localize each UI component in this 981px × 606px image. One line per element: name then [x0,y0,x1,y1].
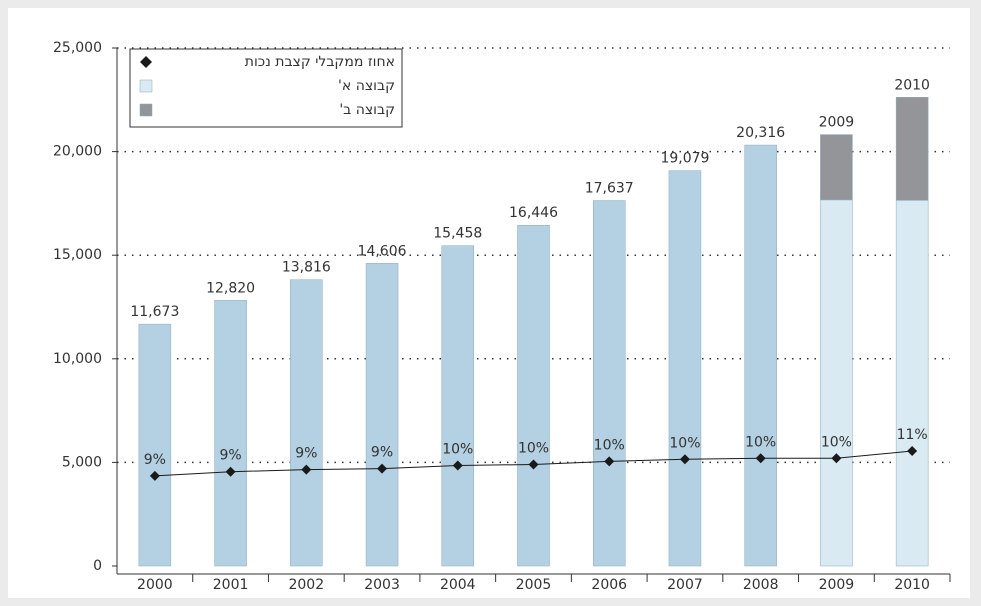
bar [441,245,475,567]
line-marker [149,470,160,481]
line-marker [907,446,918,457]
bar [517,224,550,567]
y-tick-label: 20,000 [53,144,102,160]
x-tick-label: 2005 [516,577,552,593]
line-marker [755,453,766,464]
x-tick-label: 2003 [364,577,400,593]
x-tick-label: 2010 [894,577,930,593]
line-value-label: 10% [745,434,776,450]
bar-value-label: 11,673 [130,304,179,320]
x-tick-label: 2006 [591,577,627,593]
x-tick-label: 2007 [667,577,703,593]
bar-value-label: 19,079 [660,151,709,167]
legend-box [129,48,403,128]
line-marker [679,454,690,465]
bar [820,134,853,201]
line-value-label: 11% [897,427,928,443]
x-tick-label: 2009 [819,577,855,593]
bar [820,199,853,567]
bar-value-label: 13,816 [282,260,331,276]
line-marker [452,460,463,471]
legend-swatch [139,103,153,117]
x-tick-label: 2001 [213,577,249,593]
legend-label: אחוז ממקבלי קצבת נכות [245,54,395,70]
y-tick-label: 10,000 [53,351,102,367]
line-value-label: 9% [371,445,393,461]
bar [895,97,929,201]
line-marker [528,459,539,470]
x-tick-label: 2008 [743,577,779,593]
bar [668,170,702,567]
x-tick-label: 2000 [137,577,173,593]
bar [895,200,929,567]
bar-value-label: 16,446 [509,205,558,221]
bar-value-label: 12,820 [206,280,255,296]
line-value-label: 9% [295,446,317,462]
x-tick-label: 2004 [440,577,476,593]
bar [290,279,323,567]
x-tick-label: 2002 [288,577,324,593]
line-marker [377,463,388,474]
line-marker [301,464,312,475]
bar-value-label: 14,606 [358,243,407,259]
bar [365,263,399,567]
line-value-label: 10% [518,440,549,456]
bar-value-label: 2009 [819,115,855,131]
line-marker [225,466,236,477]
bar [744,144,777,567]
line-value-label: 10% [442,442,473,458]
y-tick-label: 5,000 [62,454,102,470]
line-value-label: 10% [669,435,700,451]
legend-swatch [139,79,153,93]
bar [138,323,172,567]
line-value-label: 10% [821,434,852,450]
bar-value-label: 15,458 [433,226,482,242]
legend-marker [140,56,152,68]
line-marker [831,453,842,464]
bar-value-label: 2010 [894,77,930,93]
line-value-label: 10% [594,437,625,453]
y-tick-label: 0 [93,558,102,574]
line-marker [604,456,615,467]
bar-value-label: 20,316 [736,125,785,141]
bar-value-label: 17,637 [585,181,634,197]
line-value-label: 9% [144,452,166,468]
bar [592,200,626,567]
bar [214,300,247,567]
legend-label: קבוצה ב' [339,102,395,118]
legend-label: קבוצה א' [338,78,395,94]
y-tick-label: 25,000 [53,40,102,56]
line-value-label: 9% [219,448,241,464]
y-tick-label: 15,000 [53,247,102,263]
